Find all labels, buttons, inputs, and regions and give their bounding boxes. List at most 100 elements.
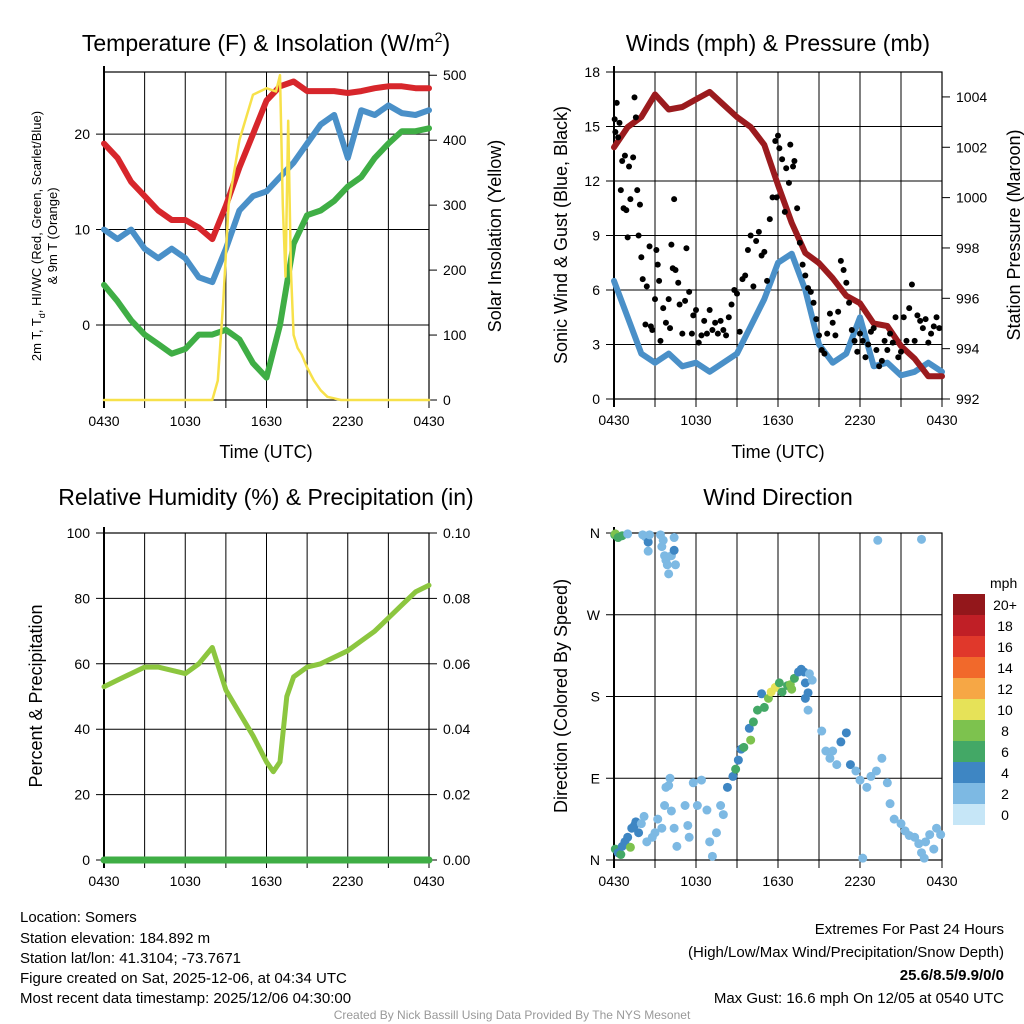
humidity-chart-title: Relative Humidity (%) & Precipitation (i… [58,484,473,510]
temperature-chart-title: Temperature (F) & Insolation (W/m2) [82,29,450,56]
gust-point [723,332,730,339]
x-tick-label: 1630 [251,413,282,429]
wind-direction-point [789,673,799,683]
colorbar-label: 10 [997,702,1013,718]
wind-direction-point [634,828,644,838]
wind-direction-point [800,678,810,688]
colorbar-cell [953,720,985,741]
winds-y2label: Station Pressure (Maroon) [1004,129,1024,340]
wind-direction-point [683,820,693,830]
colorbar-cell [953,657,985,678]
x-tick-label: 0430 [413,873,444,889]
gust-point [623,207,630,214]
gust-point [799,261,806,268]
gust-point [878,357,885,364]
x-tick-label: 0430 [926,873,957,889]
temperature-ylabel: 2m T, Td, HI/WC (Red, Green, Scarlet/Blu… [29,111,47,361]
wind-direction-point [828,746,838,756]
gust-point [862,354,869,361]
y-tick-label: 80 [74,590,90,606]
wind-direction-point [669,533,679,543]
x-tick-label: 1630 [251,873,282,889]
gust-point [616,119,623,126]
wind-direction-point [882,778,892,788]
winds-chart-title: Winds (mph) & Pressure (mb) [626,30,930,56]
wind-direction-point [800,693,810,703]
gust-point [895,354,902,361]
gust-point [813,316,820,323]
gust-point [701,317,708,324]
wind-direction-ylabel: Direction (Colored By Speed) [551,579,571,813]
wind-direction-point [643,546,653,556]
gust-point [911,337,918,344]
wind-direction-point [623,529,633,539]
gust-point [683,245,690,252]
wind-direction-point [866,771,876,781]
gust-point [776,145,783,152]
chart-0: 0430 1030 1630 2230 043001020010020030040050… [74,66,467,429]
gust-point [900,314,907,321]
gust-point [755,228,762,235]
gust-point [826,310,833,317]
gust-point [744,247,751,254]
gust-point [790,163,797,170]
wind-direction-point [712,828,721,838]
wind-direction-point [851,766,861,776]
colorbar-cell [953,741,985,762]
wind-direction-point [807,675,817,685]
y2-tick-label: 0.04 [443,721,470,737]
gust-point [810,299,817,306]
colorbar-cell [953,804,985,825]
gust-point [903,337,910,344]
colorbar-label: 0 [1001,807,1009,823]
wind-direction-point [744,723,754,733]
y2-tick-label: 0.10 [443,525,470,541]
gust-point [611,116,618,123]
colorbar-cell [953,678,985,699]
gust-point [846,299,853,306]
y-tick-label: 3 [592,337,600,353]
y-tick-label: 18 [584,64,600,80]
wind-direction-point [914,839,924,849]
gust-point [695,339,702,346]
gust-point [717,317,724,324]
y-tick-label: 0 [82,852,90,868]
wind-direction-point [733,755,743,765]
gust-point [703,330,710,337]
gust-point [773,194,780,201]
x-tick-label: 1030 [680,412,711,428]
y2-tick-label: 100 [443,327,467,343]
gust-point [750,283,757,290]
gust-point [662,319,669,326]
gust-point [785,179,792,186]
wind-direction-point [669,545,679,555]
gust-point [840,267,847,274]
wind-direction-point [669,823,679,833]
gust-point [665,296,672,303]
wind-direction-point [696,775,706,785]
wind-direction-point [746,735,756,745]
created-text: Figure created on Sat, 2025-12-06, at 04… [20,970,347,987]
wind-direction-point [917,534,926,544]
gust-point [652,296,658,303]
gust-point [884,346,891,353]
colorbar-label: 18 [997,618,1013,634]
wind-direction-point [873,535,883,545]
chart-1: 0430 1030 1630 2230 0430 0 3 6 9 12 15 18 992 994 996 9… [584,64,987,428]
wind-direction-point [705,837,715,847]
y-tick-label: 10 [74,222,90,238]
temperature-ylabel-line2: & 9m T (Orange) [45,187,60,284]
gust-point [876,363,883,370]
gust-point [720,326,727,333]
gust-point [642,321,649,328]
max-gust-text: Max Gust: 16.6 mph On 12/05 at 0540 UTC [714,990,1004,1007]
gust-point [635,232,642,239]
gust-point [761,248,768,255]
colorbar-cell [953,699,985,720]
chart-3: 0430 1030 1630 2230 0430 N E S W N [587,525,958,889]
gust-point [624,234,631,241]
x-tick-label: 1030 [170,873,201,889]
series-dew-point [101,125,432,381]
latlon-text: Station lat/lon: 41.3104; -73.7671 [20,950,241,967]
gust-point [796,239,803,246]
